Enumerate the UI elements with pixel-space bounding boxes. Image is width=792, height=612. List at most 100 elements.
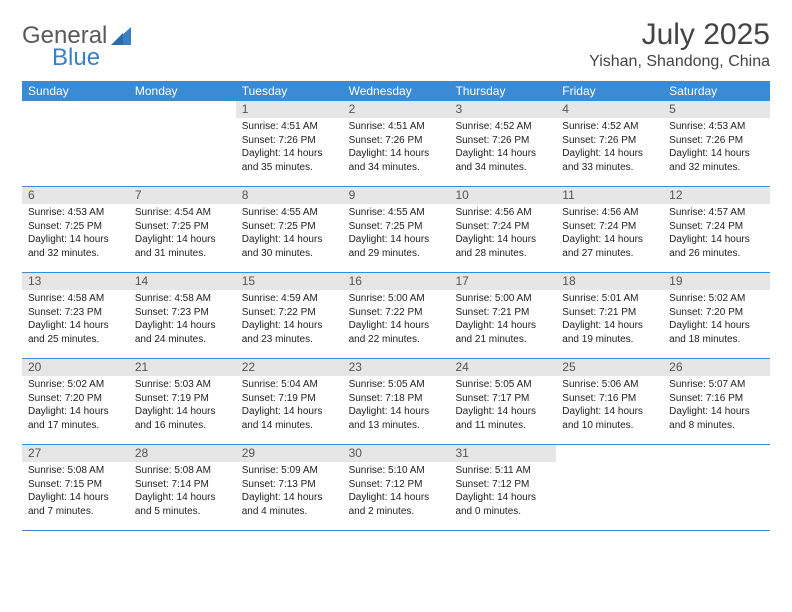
daylight-line: Daylight: 14 hours and 34 minutes. [455, 147, 552, 174]
sunrise-line: Sunrise: 4:55 AM [349, 206, 446, 220]
day-20: 20Sunrise: 5:02 AMSunset: 7:20 PMDayligh… [22, 359, 129, 445]
day-empty [129, 101, 236, 187]
sunset-line: Sunset: 7:17 PM [455, 392, 552, 406]
sunrise-line: Sunrise: 5:06 AM [562, 378, 659, 392]
day-24: 24 Sunrise: 5:05 AMSunset: 7:17 PMDayligh… [449, 359, 556, 445]
sunrise-line: Sunrise: 4:56 AM [562, 206, 659, 220]
day-body: Sunrise: 5:03 AMSunset: 7:19 PMDaylight:… [129, 376, 236, 432]
sunset-line: Sunset: 7:24 PM [455, 220, 552, 234]
sunset-line: Sunset: 7:16 PM [562, 392, 659, 406]
day-body: Sunrise: 5:02 AMSunset: 7:20 PMDaylight:… [663, 290, 770, 346]
day-body: Sunrise: 4:58 AMSunset: 7:23 PMDaylight:… [129, 290, 236, 346]
daylight-line: Daylight: 14 hours and 26 minutes. [669, 233, 766, 260]
day-body: Sunrise: 5:00 AMSunset: 7:21 PMDaylight:… [449, 290, 556, 346]
day-body: Sunrise: 5:00 AMSunset: 7:22 PMDaylight:… [343, 290, 450, 346]
sunset-line: Sunset: 7:19 PM [135, 392, 232, 406]
daylight-line: Daylight: 14 hours and 14 minutes. [242, 405, 339, 432]
day-number: 25 [556, 359, 663, 376]
day-empty [663, 445, 770, 531]
day-18: 18Sunrise: 5:01 AMSunset: 7:21 PMDayligh… [556, 273, 663, 359]
day-30: 30Sunrise: 5:10 AMSunset: 7:12 PMDayligh… [343, 445, 450, 531]
day-number: 14 [129, 273, 236, 290]
daylight-line: Daylight: 14 hours and 31 minutes. [135, 233, 232, 260]
sunrise-line: Sunrise: 4:56 AM [455, 206, 552, 220]
day-body: Sunrise: 4:56 AMSunset: 7:24 PMDaylight:… [556, 204, 663, 260]
sunrise-line: Sunrise: 5:00 AM [455, 292, 552, 306]
sunrise-line: Sunrise: 5:04 AM [242, 378, 339, 392]
sunrise-line: Sunrise: 5:01 AM [562, 292, 659, 306]
day-31: 31Sunrise: 5:11 AMSunset: 7:12 PMDayligh… [449, 445, 556, 531]
day-body: Sunrise: 4:55 AMSunset: 7:25 PMDaylight:… [236, 204, 343, 260]
day-number: 21 [129, 359, 236, 376]
daylight-line: Daylight: 14 hours and 18 minutes. [669, 319, 766, 346]
day-12: 12Sunrise: 4:57 AMSunset: 7:24 PMDayligh… [663, 187, 770, 273]
dow-saturday: Saturday [663, 81, 770, 101]
week-row: 27Sunrise: 5:08 AMSunset: 7:15 PMDayligh… [22, 445, 770, 531]
day-number: 19 [663, 273, 770, 290]
day-number: 3 [449, 101, 556, 118]
day-number: 5 [663, 101, 770, 118]
day-number: 2 [343, 101, 450, 118]
dow-tuesday: Tuesday [236, 81, 343, 101]
daylight-line: Daylight: 14 hours and 32 minutes. [669, 147, 766, 174]
dow-sunday: Sunday [22, 81, 129, 101]
day-body: Sunrise: 4:56 AMSunset: 7:24 PMDaylight:… [449, 204, 556, 260]
day-body: Sunrise: 4:59 AMSunset: 7:22 PMDaylight:… [236, 290, 343, 346]
sunset-line: Sunset: 7:25 PM [349, 220, 446, 234]
day-13: 13Sunrise: 4:58 AMSunset: 7:23 PMDayligh… [22, 273, 129, 359]
day-body: Sunrise: 4:51 AMSunset: 7:26 PMDaylight:… [343, 118, 450, 174]
week-row: 20Sunrise: 5:02 AMSunset: 7:20 PMDayligh… [22, 359, 770, 445]
sunset-line: Sunset: 7:23 PM [135, 306, 232, 320]
day-4: 4Sunrise: 4:52 AMSunset: 7:26 PMDaylight… [556, 101, 663, 187]
sunset-line: Sunset: 7:20 PM [669, 306, 766, 320]
day-body: Sunrise: 5:05 AMSunset: 7:18 PMDaylight:… [343, 376, 450, 432]
header: General July 2025 Yishan, Shandong, Chin… [22, 18, 770, 71]
day-number: 29 [236, 445, 343, 462]
day-14: 14Sunrise: 4:58 AMSunset: 7:23 PMDayligh… [129, 273, 236, 359]
sunrise-line: Sunrise: 5:07 AM [669, 378, 766, 392]
day-number: 24 [449, 359, 556, 376]
sail-icon [109, 25, 133, 47]
day-body: Sunrise: 4:58 AMSunset: 7:23 PMDaylight:… [22, 290, 129, 346]
sunrise-line: Sunrise: 5:03 AM [135, 378, 232, 392]
day-number: 13 [22, 273, 129, 290]
logo-text-blue: Blue [52, 44, 100, 72]
day-9: 9Sunrise: 4:55 AMSunset: 7:25 PMDaylight… [343, 187, 450, 273]
day-body: Sunrise: 5:04 AMSunset: 7:19 PMDaylight:… [236, 376, 343, 432]
sunrise-line: Sunrise: 4:58 AM [28, 292, 125, 306]
day-body: Sunrise: 5:06 AMSunset: 7:16 PMDaylight:… [556, 376, 663, 432]
daylight-line: Daylight: 14 hours and 17 minutes. [28, 405, 125, 432]
daylight-line: Daylight: 14 hours and 2 minutes. [349, 491, 446, 518]
day-15: 15Sunrise: 4:59 AMSunset: 7:22 PMDayligh… [236, 273, 343, 359]
sunrise-line: Sunrise: 4:59 AM [242, 292, 339, 306]
sunrise-line: Sunrise: 5:11 AM [455, 464, 552, 478]
daylight-line: Daylight: 14 hours and 19 minutes. [562, 319, 659, 346]
day-16: 16Sunrise: 5:00 AMSunset: 7:22 PMDayligh… [343, 273, 450, 359]
sunrise-line: Sunrise: 5:08 AM [135, 464, 232, 478]
day-empty [556, 445, 663, 531]
sunrise-line: Sunrise: 4:53 AM [669, 120, 766, 134]
dow-monday: Monday [129, 81, 236, 101]
sunrise-line: Sunrise: 5:05 AM [455, 378, 552, 392]
sunset-line: Sunset: 7:21 PM [455, 306, 552, 320]
day-body: Sunrise: 5:01 AMSunset: 7:21 PMDaylight:… [556, 290, 663, 346]
sunset-line: Sunset: 7:15 PM [28, 478, 125, 492]
daylight-line: Daylight: 14 hours and 11 minutes. [455, 405, 552, 432]
sunrise-line: Sunrise: 5:08 AM [28, 464, 125, 478]
week-row: 13Sunrise: 4:58 AMSunset: 7:23 PMDayligh… [22, 273, 770, 359]
day-17: 17Sunrise: 5:00 AMSunset: 7:21 PMDayligh… [449, 273, 556, 359]
day-body: Sunrise: 5:11 AMSunset: 7:12 PMDaylight:… [449, 462, 556, 518]
day-body: Sunrise: 4:55 AMSunset: 7:25 PMDaylight:… [343, 204, 450, 260]
day-number: 16 [343, 273, 450, 290]
day-of-week-header: SundayMondayTuesdayWednesdayThursdayFrid… [22, 81, 770, 101]
day-number: 22 [236, 359, 343, 376]
daylight-line: Daylight: 14 hours and 21 minutes. [455, 319, 552, 346]
location: Yishan, Shandong, China [589, 53, 770, 71]
month-title: July 2025 [589, 18, 770, 51]
sunset-line: Sunset: 7:20 PM [28, 392, 125, 406]
day-10: 10Sunrise: 4:56 AMSunset: 7:24 PMDayligh… [449, 187, 556, 273]
day-number: 12 [663, 187, 770, 204]
day-3: 3Sunrise: 4:52 AMSunset: 7:26 PMDaylight… [449, 101, 556, 187]
daylight-line: Daylight: 14 hours and 7 minutes. [28, 491, 125, 518]
sunset-line: Sunset: 7:24 PM [562, 220, 659, 234]
